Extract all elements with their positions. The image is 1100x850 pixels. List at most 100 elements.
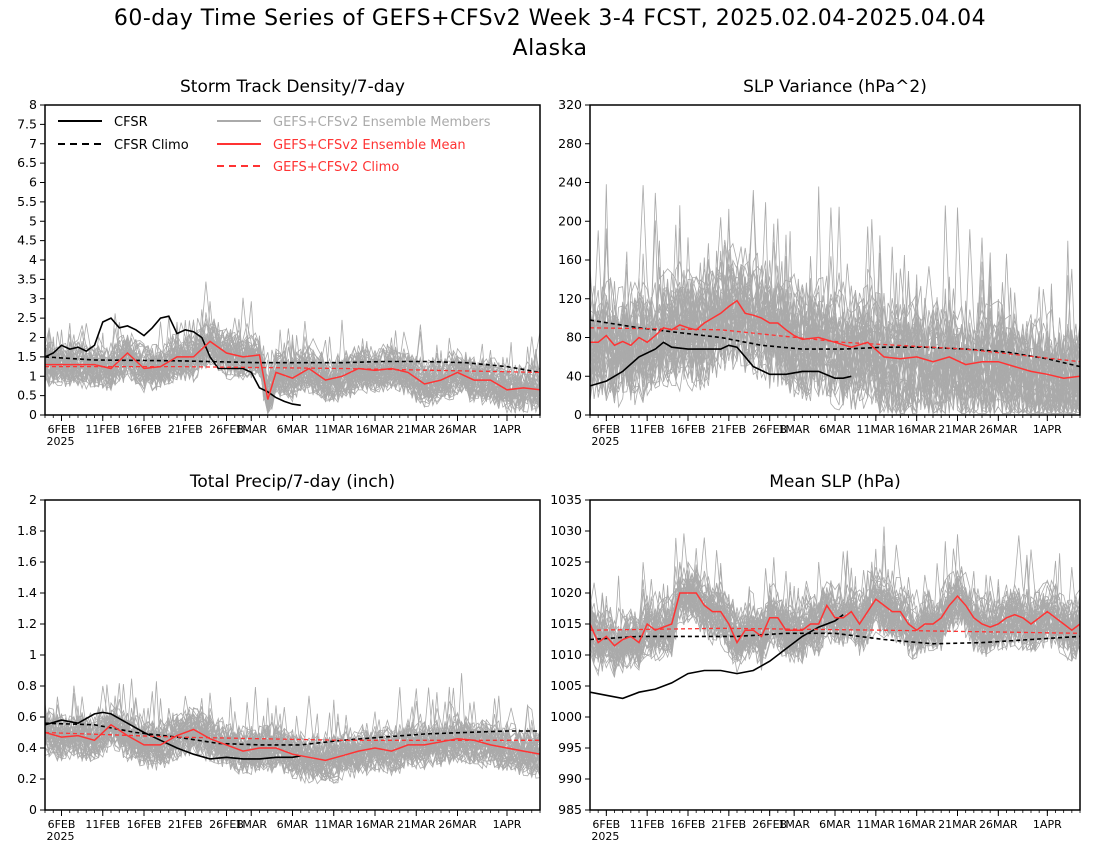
series-cfsr-climo — [590, 632, 1080, 645]
x-tick-label: 21FEB — [168, 423, 203, 436]
legend: CFSR CFSR Climo GEFS+CFSv2 Ensemble Member… — [58, 115, 491, 175]
x-tick-label: 11FEB — [630, 818, 665, 831]
x-tick-label: 26FEB — [752, 818, 787, 831]
chart-panel-2: SLP Variance (hPa^2) 0 40 80 120 160 200 240 280… — [558, 77, 1081, 448]
series-cfsr — [45, 711, 301, 760]
ensemble-member-line — [45, 683, 540, 776]
x-tick-label: 6FEB — [592, 423, 620, 436]
x-tick-label: 26MAR — [979, 818, 1018, 831]
y-tick-label: 1035 — [550, 492, 582, 507]
x-tick-label: 1MAR — [778, 423, 810, 436]
ensemble-member-line — [45, 325, 540, 409]
y-tick-label: 1.4 — [17, 585, 37, 600]
ensemble-member-line — [590, 197, 1080, 383]
legend-cfsr-label: CFSR — [114, 115, 148, 130]
x-tick-label: 6MAR — [819, 818, 851, 831]
x-tick-label: 6FEB — [48, 818, 76, 831]
y-tick-label: 120 — [558, 291, 582, 306]
chart-title: Total Precip/7-day (inch) — [189, 472, 395, 492]
y-tick-label: 0.6 — [17, 709, 37, 724]
y-tick-label: 40 — [566, 368, 582, 383]
x-tick-label: 21MAR — [938, 818, 977, 831]
x-tick-label: 16FEB — [127, 423, 162, 436]
x-tick-label: 26FEB — [209, 818, 244, 831]
series-gefs-cfsv2-ensemble-mean — [590, 299, 1080, 379]
x-tick-label: 16FEB — [671, 423, 706, 436]
x-tick-label: 6FEB — [48, 423, 76, 436]
series-gefs-cfsv2-climo — [590, 627, 1080, 634]
ensemble-member-line — [590, 537, 1080, 662]
ensemble-member-line — [590, 255, 1080, 415]
page-subtitle: Alaska — [512, 36, 588, 61]
x-tick-label: 16MAR — [356, 818, 395, 831]
ensemble-member-line — [45, 687, 540, 764]
x-tick-label: 16MAR — [356, 423, 395, 436]
y-tick-label: 985 — [558, 802, 582, 817]
chart-panel-3: Total Precip/7-day (inch)00.20.40.60.811… — [17, 472, 541, 843]
ensemble-member-line — [590, 595, 1080, 672]
x-tick-label: 1MAR — [778, 818, 810, 831]
y-tick-label: 1.8 — [17, 523, 37, 538]
y-tick-label: 3 — [29, 291, 37, 306]
series-gefs-cfsv2-ensemble-mean — [45, 723, 540, 762]
ensemble-member-line — [45, 716, 540, 778]
series-gefs-cfsv2-climo — [45, 731, 540, 741]
x-tick-label: 11FEB — [85, 818, 120, 831]
ensemble-member-line — [45, 714, 540, 780]
x-tick-label: 26FEB — [752, 423, 787, 436]
x-tick-label: 6MAR — [819, 423, 851, 436]
series-gefs-cfsv2-ensemble-mean — [590, 592, 1080, 647]
x-tick-label: 26MAR — [438, 423, 477, 436]
y-tick-label: 0.8 — [17, 678, 37, 693]
legend-mean-label: GEFS+CFSv2 Ensemble Mean — [273, 138, 466, 153]
x-tick-label: 1MAR — [235, 818, 267, 831]
chart-title: Mean SLP (hPa) — [769, 472, 901, 492]
x-tick-label: 11MAR — [314, 423, 353, 436]
y-tick-label: 1000 — [550, 709, 582, 724]
y-tick-label: 1 — [29, 368, 37, 383]
y-tick-label: 1005 — [550, 678, 582, 693]
y-tick-label: 160 — [558, 252, 582, 267]
x-tick-label: 21MAR — [397, 818, 436, 831]
x-tick-label: 16FEB — [671, 818, 706, 831]
ensemble-member-line — [590, 287, 1080, 415]
x-tick-label: 21FEB — [711, 423, 746, 436]
x-tick-label: 26MAR — [979, 423, 1018, 436]
y-tick-label: 200 — [558, 213, 582, 228]
x-year-label: 2025 — [47, 435, 75, 448]
y-tick-label: 8 — [29, 97, 37, 112]
x-tick-label: 21FEB — [168, 818, 203, 831]
x-tick-label: 6MAR — [277, 818, 309, 831]
ensemble-member-line — [590, 591, 1080, 677]
y-tick-label: 1.6 — [17, 554, 37, 569]
y-tick-label: 280 — [558, 136, 582, 151]
y-tick-label: 4.5 — [17, 233, 37, 248]
x-tick-label: 1APR — [1033, 423, 1062, 436]
x-tick-label: 11MAR — [314, 818, 353, 831]
ensemble-member-line — [590, 264, 1080, 393]
x-year-label: 2025 — [591, 830, 619, 843]
ensemble-member-line — [45, 343, 540, 414]
y-tick-label: 0.4 — [17, 740, 37, 755]
chart-title: Storm Track Density/7-day — [180, 77, 405, 97]
x-tick-label: 16FEB — [127, 818, 162, 831]
y-tick-label: 320 — [558, 97, 582, 112]
series-cfsr-climo — [590, 319, 1080, 368]
chart-panel-4: Mean SLP (hPa) 985 990 995 1000 1005 1010 1015 1… — [550, 472, 1081, 843]
y-tick-label: 80 — [566, 330, 582, 345]
y-tick-label: 2.5 — [17, 310, 37, 325]
y-tick-label: 995 — [558, 740, 582, 755]
x-tick-label: 11FEB — [630, 423, 665, 436]
y-tick-label: 0 — [29, 407, 37, 422]
x-tick-label: 6MAR — [277, 423, 309, 436]
series-cfsr-climo — [45, 722, 540, 746]
ensemble-member-line — [590, 274, 1080, 415]
series-cfsr-climo — [45, 356, 540, 374]
x-tick-label: 11FEB — [85, 423, 120, 436]
chart-panel-1: Storm Track Density/7-day 0 0.5 1 1.5 2 2.5 3 3.… — [17, 77, 541, 448]
y-tick-label: 5 — [29, 213, 37, 228]
y-tick-label: 1010 — [550, 647, 582, 662]
y-tick-label: 0.5 — [17, 388, 37, 403]
plot-area — [45, 281, 540, 415]
